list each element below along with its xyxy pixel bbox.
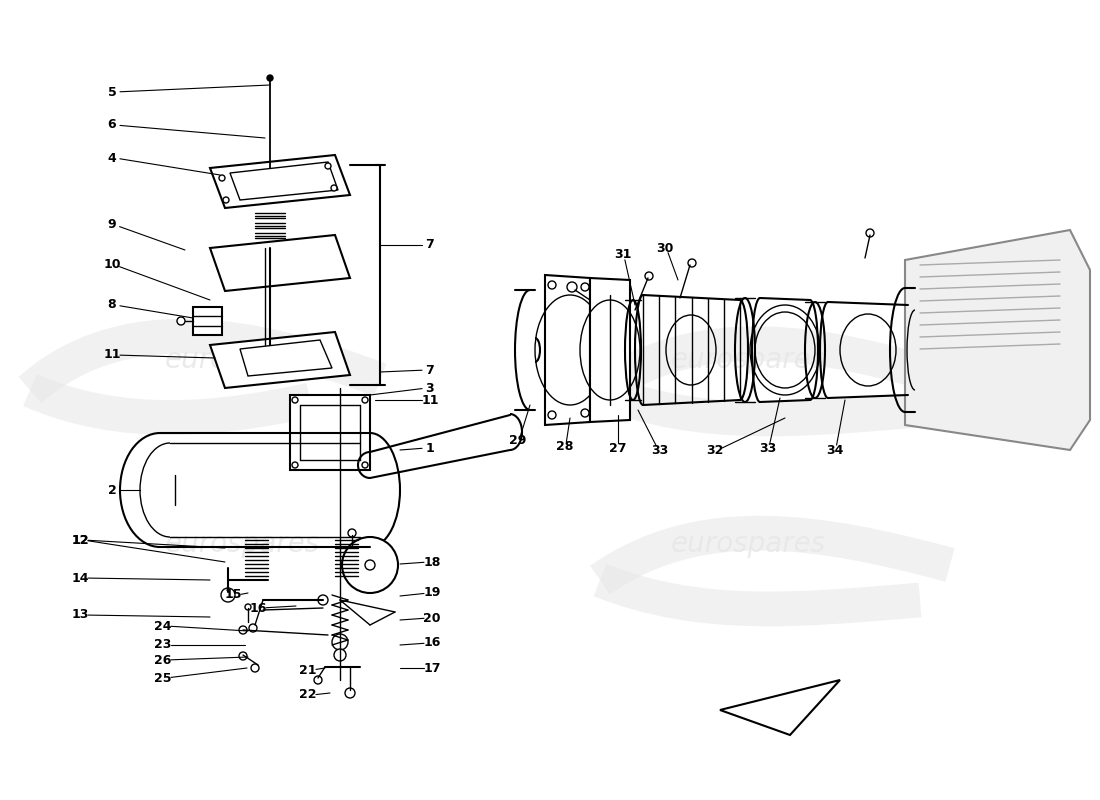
Polygon shape — [230, 162, 338, 200]
Polygon shape — [590, 278, 630, 422]
Text: 7: 7 — [426, 363, 434, 377]
Circle shape — [688, 259, 696, 267]
Circle shape — [267, 75, 273, 81]
Circle shape — [345, 688, 355, 698]
Circle shape — [548, 281, 556, 289]
Text: 28: 28 — [557, 441, 574, 454]
Text: 5: 5 — [108, 86, 117, 98]
Text: 7: 7 — [426, 238, 434, 251]
Circle shape — [245, 604, 251, 610]
Text: 30: 30 — [657, 242, 673, 254]
Circle shape — [292, 462, 298, 468]
Circle shape — [251, 664, 258, 672]
Text: 1: 1 — [426, 442, 434, 454]
Text: 2: 2 — [108, 483, 117, 497]
Text: 25: 25 — [154, 671, 172, 685]
Text: 8: 8 — [108, 298, 117, 311]
Circle shape — [365, 560, 375, 570]
Circle shape — [239, 652, 248, 660]
Polygon shape — [210, 155, 350, 208]
Circle shape — [362, 397, 369, 403]
Circle shape — [221, 588, 235, 602]
Text: 16: 16 — [250, 602, 266, 614]
Text: 27: 27 — [609, 442, 627, 454]
Text: 26: 26 — [154, 654, 172, 666]
Text: 20: 20 — [424, 611, 441, 625]
Text: eurospares: eurospares — [670, 530, 826, 558]
Text: 19: 19 — [424, 586, 441, 599]
Circle shape — [324, 163, 331, 169]
Circle shape — [331, 185, 337, 191]
Circle shape — [177, 317, 185, 325]
Circle shape — [866, 229, 874, 237]
Text: 23: 23 — [154, 638, 172, 651]
Text: 4: 4 — [108, 151, 117, 165]
Text: eurospares: eurospares — [164, 346, 320, 374]
Text: 29: 29 — [509, 434, 527, 446]
Circle shape — [334, 649, 346, 661]
Text: 34: 34 — [826, 443, 844, 457]
Polygon shape — [210, 332, 350, 388]
Text: 13: 13 — [72, 609, 89, 622]
Text: 16: 16 — [424, 637, 441, 650]
Text: 17: 17 — [424, 662, 441, 674]
Text: 12: 12 — [72, 534, 89, 546]
Text: 31: 31 — [614, 249, 631, 262]
Circle shape — [342, 537, 398, 593]
Text: 18: 18 — [424, 555, 441, 569]
Polygon shape — [210, 235, 350, 291]
Circle shape — [249, 624, 257, 632]
Circle shape — [223, 197, 229, 203]
Text: 15: 15 — [224, 589, 242, 602]
Circle shape — [566, 282, 578, 292]
Text: 9: 9 — [108, 218, 117, 231]
Text: 10: 10 — [103, 258, 121, 271]
Polygon shape — [290, 395, 370, 470]
Circle shape — [314, 676, 322, 684]
Text: 11: 11 — [421, 394, 439, 406]
Text: 11: 11 — [103, 349, 121, 362]
Polygon shape — [240, 340, 332, 376]
Text: 14: 14 — [72, 571, 89, 585]
Circle shape — [581, 283, 589, 291]
Circle shape — [348, 529, 356, 537]
Polygon shape — [192, 307, 222, 335]
Circle shape — [548, 411, 556, 419]
Circle shape — [645, 272, 653, 280]
Text: 32: 32 — [706, 443, 724, 457]
Text: 12: 12 — [72, 534, 89, 546]
Text: 24: 24 — [154, 619, 172, 633]
Text: 33: 33 — [759, 442, 777, 454]
Text: eurospares: eurospares — [164, 530, 320, 558]
Polygon shape — [544, 275, 590, 425]
Circle shape — [239, 626, 248, 634]
Text: 33: 33 — [651, 443, 669, 457]
Text: 22: 22 — [299, 689, 317, 702]
Text: eurospares: eurospares — [670, 346, 826, 374]
Text: 21: 21 — [299, 663, 317, 677]
Circle shape — [581, 409, 589, 417]
Circle shape — [362, 462, 369, 468]
Circle shape — [219, 175, 225, 181]
Circle shape — [292, 397, 298, 403]
Text: 6: 6 — [108, 118, 117, 131]
Circle shape — [332, 634, 348, 650]
Text: 3: 3 — [426, 382, 434, 394]
Circle shape — [318, 595, 328, 605]
Polygon shape — [905, 230, 1090, 450]
